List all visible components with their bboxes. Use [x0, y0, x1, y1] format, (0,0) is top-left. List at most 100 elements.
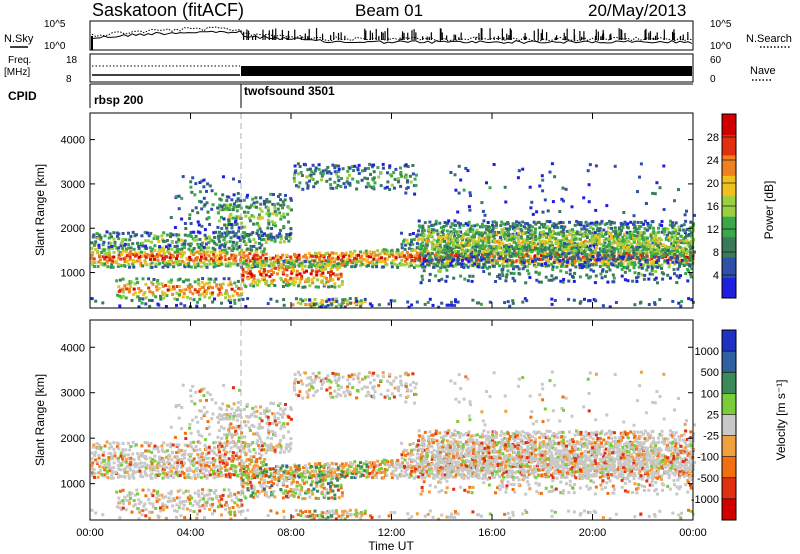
power-cell: [321, 169, 325, 173]
power-cell: [652, 231, 656, 235]
power-cell: [211, 246, 215, 250]
power-cell: [357, 172, 361, 175]
velocity-cell: [145, 474, 149, 478]
power-cell: [429, 256, 433, 260]
power-cell: [452, 245, 456, 249]
power-cell: [219, 262, 223, 266]
power-cell: [460, 258, 464, 262]
velocity-cell: [205, 476, 209, 480]
power-cell: [633, 271, 637, 275]
power-cell: [258, 241, 261, 245]
power-cell: [329, 279, 333, 282]
power-cell: [285, 261, 289, 265]
power-cell: [104, 255, 108, 259]
velocity-cell: [294, 464, 298, 468]
power-cell: [220, 286, 224, 290]
power-cell: [651, 220, 655, 224]
power-cell: [477, 235, 481, 239]
power-cell: [273, 260, 276, 264]
power-cell: [442, 257, 445, 261]
velocity-cell: [197, 462, 201, 466]
power-cell: [153, 234, 157, 238]
power-cell: [261, 263, 265, 267]
power-cell: [283, 198, 287, 202]
power-cell: [295, 184, 298, 188]
power-cell: [372, 187, 376, 191]
velocity-cell: [261, 464, 265, 468]
velocity-cell: [139, 472, 143, 476]
power-cell: [537, 271, 541, 275]
velocity-cell: [116, 475, 120, 479]
power-cell: [614, 301, 618, 304]
power-cell: [578, 231, 582, 234]
power-cell: [227, 277, 231, 281]
power-cell: [376, 253, 380, 257]
power-cell: [541, 257, 545, 261]
power-cell: [578, 263, 582, 267]
power-cell: [549, 251, 553, 255]
power-cell: [420, 232, 424, 236]
power-cell: [511, 301, 515, 305]
power-cell: [118, 251, 122, 255]
power-cell: [365, 252, 369, 256]
power-cell: [666, 249, 670, 253]
power-cell: [619, 221, 623, 225]
velocity-cell: [246, 464, 249, 468]
power-cell: [521, 240, 525, 244]
power-cell: [189, 251, 193, 255]
power-cell: [545, 241, 549, 245]
power-cell: [389, 299, 393, 303]
power-cell: [500, 262, 504, 266]
power-cell: [647, 303, 651, 306]
power-cell: [540, 248, 544, 252]
power-cell: [165, 255, 169, 259]
power-cell: [394, 256, 398, 260]
power-cell: [411, 232, 415, 235]
power-cell: [121, 232, 125, 235]
power-cell: [672, 244, 676, 248]
power-cell: [107, 245, 111, 249]
power-cell: [626, 262, 630, 266]
power-cell: [315, 270, 319, 274]
velocity-cell: [128, 466, 132, 470]
power-cell: [503, 237, 507, 241]
power-cell: [297, 284, 301, 288]
power-cell: [393, 299, 397, 303]
power-cell: [412, 265, 416, 269]
power-cell: [408, 174, 412, 178]
power-cell: [445, 234, 449, 238]
power-cell: [236, 204, 240, 208]
power-cell: [654, 242, 658, 246]
power-cell: [583, 239, 587, 243]
velocity-cell: [236, 473, 240, 477]
power-cell: [678, 228, 682, 232]
power-cell: [633, 303, 637, 307]
power-cell: [562, 238, 566, 242]
power-cell: [684, 219, 688, 223]
power-cell: [120, 296, 123, 300]
power-cell: [580, 266, 584, 270]
power-cell: [345, 263, 349, 267]
velocity-cell: [119, 475, 123, 479]
power-cell: [676, 267, 680, 271]
power-cell: [504, 250, 507, 254]
power-cell: [245, 259, 249, 263]
power-cell: [618, 232, 622, 236]
power-cell: [116, 293, 119, 297]
velocity-cell: [382, 476, 386, 480]
power-cell: [690, 235, 694, 239]
power-cell: [421, 259, 424, 262]
power-cell: [400, 262, 404, 266]
power-cell: [683, 239, 687, 243]
power-cell: [437, 243, 441, 247]
power-cell: [231, 294, 235, 298]
power-cell: [525, 299, 529, 303]
power-cell: [511, 247, 515, 251]
power-cell: [439, 266, 443, 270]
power-cell: [667, 238, 671, 242]
power-cell: [109, 241, 113, 245]
power-cell: [399, 184, 403, 188]
velocity-cell: [298, 475, 301, 479]
power-cell: [545, 264, 548, 268]
velocity-cell: [231, 459, 235, 463]
